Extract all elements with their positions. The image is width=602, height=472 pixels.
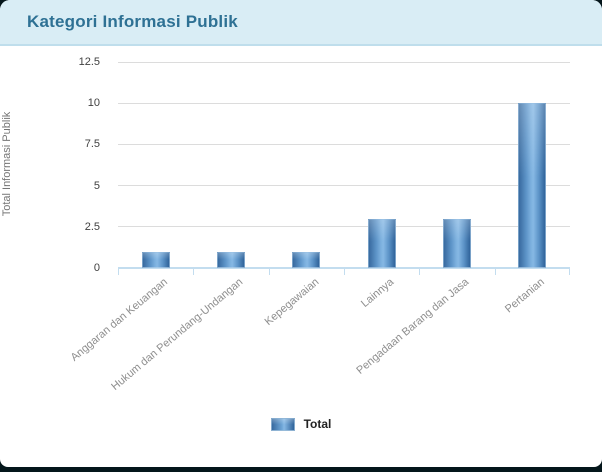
bar-anggaran-dan-keuangan[interactable]	[142, 252, 170, 268]
chart-legend: Total	[0, 417, 602, 431]
x-axis-tick	[569, 269, 570, 275]
bar-chart: Total Informasi Publik 0 2.5 5 7.5 10 12.5 An…	[0, 46, 602, 467]
y-tick-label-2.5: 2.5	[84, 220, 100, 233]
card-header: Kategori Informasi Publik	[0, 0, 602, 46]
gridline-y-2.5	[118, 226, 570, 228]
x-axis-tick	[419, 269, 420, 275]
x-axis-labels: Anggaran dan Keuangan Hukum dan Perundang…	[0, 276, 602, 406]
x-label-hukum-dan-perundang-undangan: Hukum dan Perundang-Undangan	[109, 276, 246, 393]
x-label-pertanian: Pertanian	[503, 276, 548, 316]
x-label-lainnya: Lainnya	[359, 276, 397, 310]
legend-label: Total	[303, 417, 332, 431]
gridline-y-5	[118, 185, 570, 187]
legend-item-total[interactable]: Total	[270, 417, 332, 431]
y-tick-label-7.5: 7.5	[84, 138, 100, 151]
y-tick-label-0: 0	[93, 262, 100, 274]
bar-pertanian[interactable]	[518, 103, 546, 268]
gridline-y-7.5	[118, 143, 570, 145]
bar-hukum-dan-perundang-undangan[interactable]	[217, 252, 245, 268]
x-axis-tick	[495, 269, 496, 275]
x-label-pengadaan-barang-dan-jasa: Pengadaan Barang dan Jasa	[354, 276, 472, 377]
y-tick-label-5: 5	[93, 179, 100, 192]
x-label-anggaran-dan-keuangan: Anggaran dan Keuangan	[68, 276, 171, 364]
gridline-y-12.5	[118, 61, 570, 63]
x-label-kepegawaian: Kepegawaian	[262, 276, 322, 329]
bar-kepegawaian[interactable]	[292, 252, 320, 268]
plot-area	[118, 61, 570, 275]
gridline-y-10	[118, 102, 570, 104]
y-axis-title: Total Informasi Publik	[1, 111, 13, 217]
y-tick-label-10: 10	[87, 97, 100, 110]
y-tick-label-12.5: 12.5	[78, 56, 100, 68]
bar-pengadaan-barang-dan-jasa[interactable]	[443, 219, 471, 268]
x-axis-tick	[269, 269, 270, 275]
x-axis-tick	[193, 269, 194, 275]
x-axis-tick	[344, 269, 345, 275]
x-axis-line	[118, 267, 570, 269]
legend-swatch-icon	[270, 417, 295, 431]
x-axis-tick	[118, 269, 119, 275]
page-title: Kategori Informasi Publik	[27, 12, 238, 31]
bar-lainnya[interactable]	[368, 219, 396, 268]
